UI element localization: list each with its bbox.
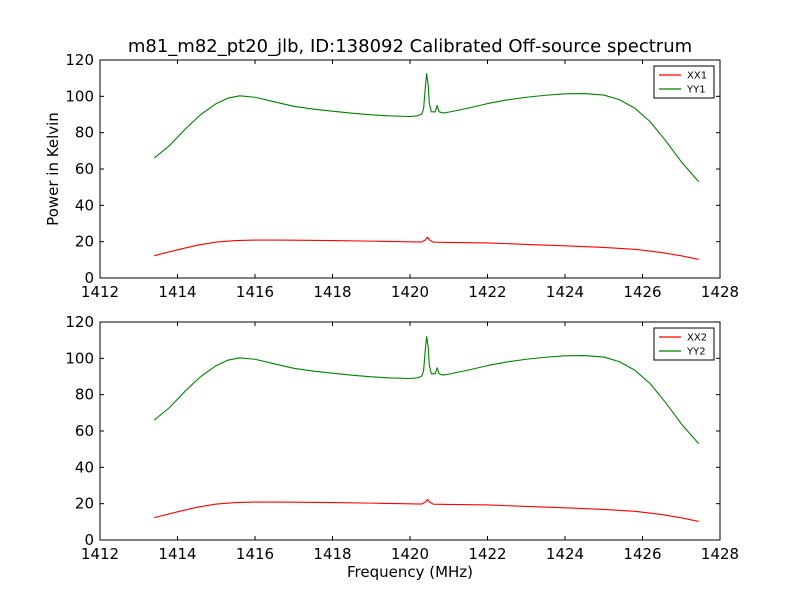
series-group	[153, 73, 700, 261]
x-axis-label: Frequency (MHz)	[347, 563, 473, 581]
y-tick-label: 40	[75, 458, 94, 476]
series-line-yy2	[153, 335, 700, 445]
series-line-xx1	[154, 236, 699, 261]
series-line-xx2	[154, 498, 699, 523]
x-tick-label: 1420	[391, 283, 429, 301]
y-tick-label: 80	[75, 124, 94, 142]
y-tick-label: 40	[75, 196, 94, 214]
x-tick-label: 1414	[158, 283, 196, 301]
x-tick-label: 1424	[546, 545, 584, 563]
legend-box	[653, 327, 715, 361]
series-group	[153, 335, 700, 523]
x-tick-label: 1412	[81, 545, 119, 563]
y-tick-label: 20	[75, 495, 94, 513]
x-tick-label: 1414	[158, 545, 196, 563]
y-tick-label: 60	[75, 422, 94, 440]
x-tick-label: 1416	[236, 545, 274, 563]
y-tick-label: 0	[84, 531, 94, 549]
subplots: 1412 1414 1416 1418 1420 1422 1424 1426 1428 0 20 4…	[44, 51, 739, 581]
figure-title: m81_m82_pt20_jlb, ID:138092 Calibrated O…	[128, 36, 692, 57]
x-tick-label: 1426	[623, 283, 661, 301]
y-tick-label: 0	[84, 269, 94, 287]
x-tick-label: 1416	[236, 283, 274, 301]
y-tick-label: 20	[75, 233, 94, 251]
y-tick-label: 120	[65, 51, 94, 69]
series-line-yy1	[153, 73, 700, 183]
subplot-1: 1412 1414 1416 1418 1420 1422 1424 1426 1428 0 20 4…	[44, 51, 739, 301]
x-tick-label: 1418	[313, 283, 351, 301]
x-tick-label: 1428	[701, 545, 739, 563]
x-tick-label: 1420	[391, 545, 429, 563]
x-tick-label: 1422	[468, 283, 506, 301]
y-tick-label: 80	[75, 386, 94, 404]
y-tick-label: 100	[65, 87, 94, 105]
legend-label-xx1: XX1	[687, 71, 707, 82]
x-tick-label: 1422	[468, 545, 506, 563]
legend-label-xx2: XX2	[687, 333, 707, 344]
subplot-2: 1412 1414 1416 1418 1420 1422 1424 1426 1428 0 20 4…	[65, 313, 739, 581]
x-tick-label: 1426	[623, 545, 661, 563]
y-axis-label: Power in Kelvin	[44, 112, 62, 226]
legend-box	[653, 65, 715, 99]
legend-label-yy2: YY2	[686, 347, 706, 358]
legend-label-yy1: YY1	[686, 85, 706, 96]
y-tick-label: 120	[65, 313, 94, 331]
y-tick-label: 60	[75, 160, 94, 178]
y-tick-label: 100	[65, 349, 94, 367]
x-tick-label: 1428	[701, 283, 739, 301]
x-tick-label: 1418	[313, 545, 351, 563]
x-tick-label: 1412	[81, 283, 119, 301]
x-tick-label: 1424	[546, 283, 584, 301]
